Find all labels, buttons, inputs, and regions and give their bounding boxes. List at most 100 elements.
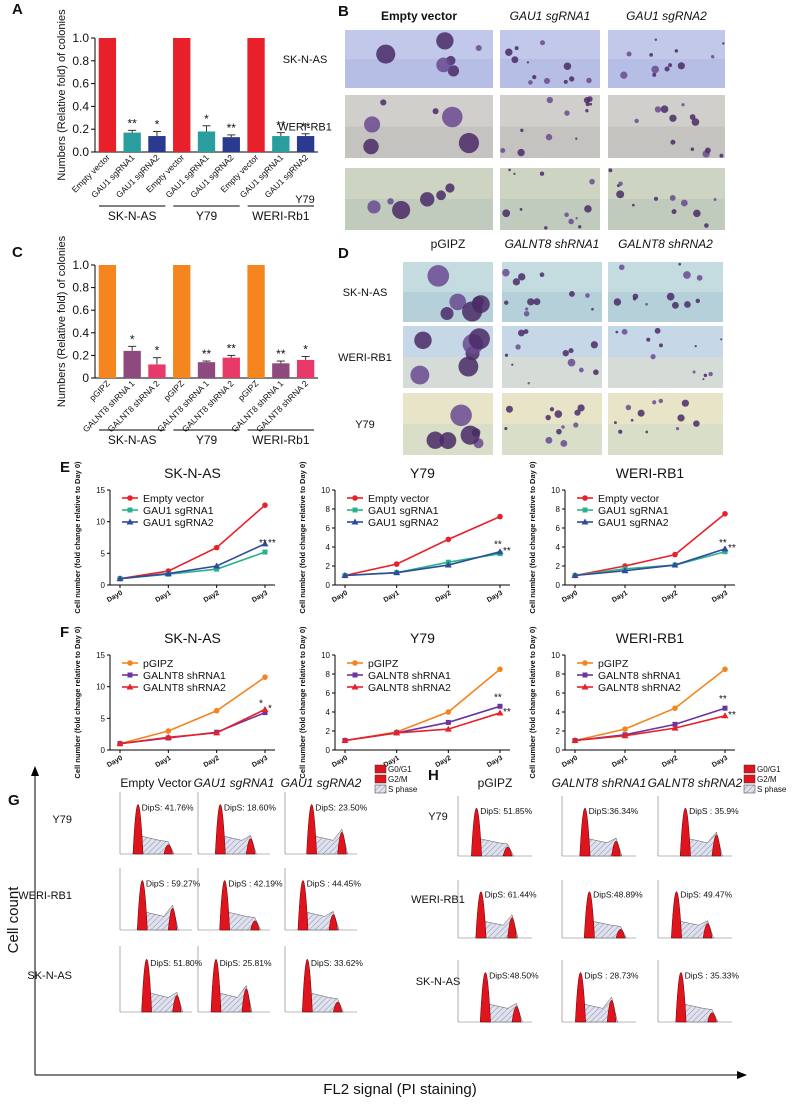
y-tick-label: 4 xyxy=(326,708,331,717)
g2-peak xyxy=(337,832,347,855)
significance: * xyxy=(268,703,272,714)
g2-peak xyxy=(511,1006,522,1023)
x-tick-label: GAU1 sgRNA2 xyxy=(263,152,311,200)
colony xyxy=(678,262,682,266)
y-tick-label: 2 xyxy=(556,562,561,571)
legend-label: S phase xyxy=(757,785,787,794)
y-tick-label: 0 xyxy=(101,581,106,590)
legend-label: G2/M xyxy=(757,775,777,784)
x-tick-label: Day3 xyxy=(486,755,504,769)
significance: ** xyxy=(127,116,137,130)
colony xyxy=(505,405,513,413)
colony xyxy=(621,328,628,335)
colony xyxy=(518,273,526,281)
legend-label: GAU1 sgRNA2 xyxy=(368,517,439,529)
bar xyxy=(148,364,166,378)
legend-label: G2/M xyxy=(388,775,408,784)
micrograph-shade xyxy=(608,59,725,88)
g2-peak xyxy=(328,914,338,931)
colony xyxy=(645,302,648,306)
colony xyxy=(442,106,463,128)
y-axis-title: Cell number (fold change relative to Day… xyxy=(73,461,82,614)
colony xyxy=(539,171,545,176)
point xyxy=(722,510,728,517)
y-tick-label: 4 xyxy=(556,543,561,552)
significance: ** xyxy=(494,540,502,551)
g2-peak xyxy=(241,988,251,1013)
colony xyxy=(704,223,709,228)
colony xyxy=(439,432,457,449)
panel-label: D xyxy=(338,245,349,262)
colony xyxy=(471,295,490,314)
colony xyxy=(691,118,700,126)
g1-peak xyxy=(141,959,152,1013)
colony xyxy=(666,292,675,301)
bar xyxy=(197,131,216,152)
panel-label: C xyxy=(12,244,23,261)
colony xyxy=(540,40,546,46)
point xyxy=(262,502,268,509)
colony xyxy=(549,407,555,412)
point xyxy=(262,674,268,680)
dips-label: DipS:48.50% xyxy=(489,971,539,981)
colony xyxy=(554,410,563,418)
colony xyxy=(677,414,685,422)
point xyxy=(341,737,349,743)
colony xyxy=(693,420,700,427)
bar xyxy=(123,132,141,152)
colony xyxy=(544,226,548,230)
point xyxy=(444,561,452,568)
legend-label: GALNT8 shRNA1 xyxy=(598,670,681,682)
colony xyxy=(517,148,525,157)
colony xyxy=(646,337,651,342)
series-line xyxy=(119,676,266,745)
y-tick-label: 10 xyxy=(96,683,105,692)
g2-peak xyxy=(245,838,256,855)
colony xyxy=(449,293,467,311)
point xyxy=(621,567,629,574)
point xyxy=(341,572,349,578)
y-tick-label: 0.4 xyxy=(72,99,89,113)
group-label: SK-N-AS xyxy=(108,433,157,447)
dips-label: DipS: 41.76% xyxy=(142,803,194,813)
dips-label: DipS : 59.27% xyxy=(146,879,201,889)
colony xyxy=(500,148,506,153)
colony xyxy=(445,183,455,193)
colony xyxy=(708,371,713,377)
group-label: WERI-Rb1 xyxy=(252,209,310,223)
colony xyxy=(720,338,723,341)
colony xyxy=(364,116,381,133)
y-tick-label: 15 xyxy=(96,486,105,495)
dips-label: DipS: 25.81% xyxy=(220,958,272,968)
micrograph-shade xyxy=(500,199,600,230)
significance: ** xyxy=(728,543,736,554)
colony xyxy=(504,353,509,357)
y-tick-label: 0.0 xyxy=(72,145,89,159)
x-tick-label: Day1 xyxy=(154,755,172,769)
point xyxy=(165,728,172,734)
colony xyxy=(380,99,387,106)
y-axis-title: Numbers (Relative fold) of colonies xyxy=(56,235,68,407)
dips-label: DipS : 35.33% xyxy=(685,971,740,981)
y-tick-label: 5 xyxy=(101,549,106,558)
row-label: WERI-RB1 xyxy=(18,890,72,902)
x-axis-title: FL2 signal (PI staining) xyxy=(323,1081,476,1098)
colony xyxy=(447,65,460,77)
significance: ** xyxy=(503,546,511,557)
colony xyxy=(584,205,592,213)
dips-label: DipS: 51.85% xyxy=(480,806,532,816)
colony xyxy=(568,218,574,225)
g1-peak xyxy=(475,891,487,939)
y-tick-label: 0.4 xyxy=(72,326,89,340)
colony xyxy=(652,400,657,405)
g1-peak xyxy=(210,959,222,1013)
x-tick-label: Day0 xyxy=(561,755,579,769)
column-header: GALNT8 shRNA2 xyxy=(648,776,743,790)
g1-peak xyxy=(306,804,317,855)
colony xyxy=(658,398,664,404)
y-axis-title: Cell number (fold change relative to Day… xyxy=(528,626,537,779)
point xyxy=(497,666,503,673)
colony xyxy=(694,345,697,348)
colony xyxy=(618,181,623,186)
micrograph-shade xyxy=(500,59,600,88)
